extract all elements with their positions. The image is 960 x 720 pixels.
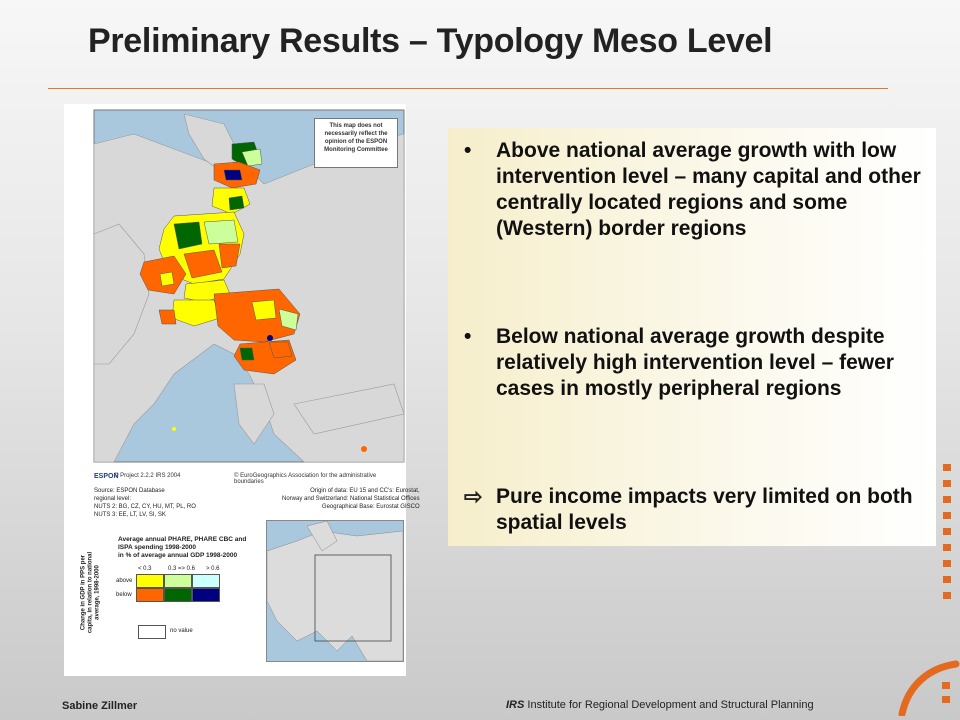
author-name: Sabine Zillmer: [62, 700, 138, 712]
legend-swatch: [164, 588, 192, 602]
locator-map: [267, 521, 403, 661]
map-disclaimer: This map does not necessarily reflect th…: [314, 118, 398, 168]
title-underline: [48, 88, 888, 89]
bullet-marker: •: [464, 139, 472, 162]
legend-row-label: above: [116, 578, 133, 584]
decorative-square: [943, 592, 951, 599]
decorative-square: [943, 528, 951, 535]
legend-no-value-label: no value: [170, 628, 193, 634]
institute-name: IRS Institute for Regional Development a…: [506, 699, 814, 711]
legend-swatch: [136, 574, 164, 588]
legend-axis-label: Change in GDP in PPS per capita, in rela…: [80, 551, 101, 634]
legend-swatch: [136, 588, 164, 602]
right-arrow-icon: ⇨: [464, 484, 483, 509]
bullet-marker: •: [464, 325, 472, 348]
conclusion-text: Pure income impacts very limited on both…: [496, 485, 913, 534]
decorative-square: [943, 576, 951, 583]
finding-text: Above national average growth with low i…: [496, 139, 921, 240]
slide-title: Preliminary Results – Typology Meso Leve…: [88, 22, 773, 60]
decorative-square: [943, 544, 951, 551]
decorative-square: [943, 512, 951, 519]
decorative-square: [943, 464, 951, 471]
data-origin-note: Origin of data: EU 15 and CC's: Eurostat…: [282, 488, 420, 510]
europe-map: [93, 109, 405, 463]
copyright-project: © Project 2.2.2 IRS 2004: [114, 473, 181, 479]
legend-no-value-swatch: [138, 625, 166, 639]
finding-text: Below national average growth despite re…: [496, 325, 894, 400]
decorative-square: [943, 560, 951, 567]
map-figure: This map does not necessarily reflect th…: [64, 104, 420, 676]
legend-heading: Average annual PHARE, PHARE CBC and ISPA…: [118, 536, 247, 559]
map-legend: Change in GDP in PPS per capita, in rela…: [78, 534, 268, 669]
irs-logo-swoosh: [898, 660, 960, 716]
copyright-geo: © EuroGeographics Association for the ad…: [234, 473, 377, 485]
institute-full-name: Institute for Regional Development and S…: [524, 699, 814, 711]
legend-bin-label: 0.3 => 0.6: [168, 566, 196, 572]
findings-panel: • Above national average growth with low…: [448, 128, 936, 546]
irs-acronym: IRS: [506, 699, 525, 711]
espon-logo: ESPON: [94, 473, 119, 480]
legend-swatch: [192, 574, 220, 588]
legend-swatch: [164, 574, 192, 588]
legend-bin-label: > 0.6: [206, 566, 220, 572]
legend-bin-label: < 0.3: [138, 566, 152, 572]
source-note: Source: ESPON Database regional level: N…: [94, 488, 196, 518]
decorative-square: [943, 480, 951, 487]
legend-row-label: below: [116, 592, 132, 598]
europe-locator-inset: [266, 520, 404, 662]
decorative-square: [943, 496, 951, 503]
legend-swatch: [192, 588, 220, 602]
